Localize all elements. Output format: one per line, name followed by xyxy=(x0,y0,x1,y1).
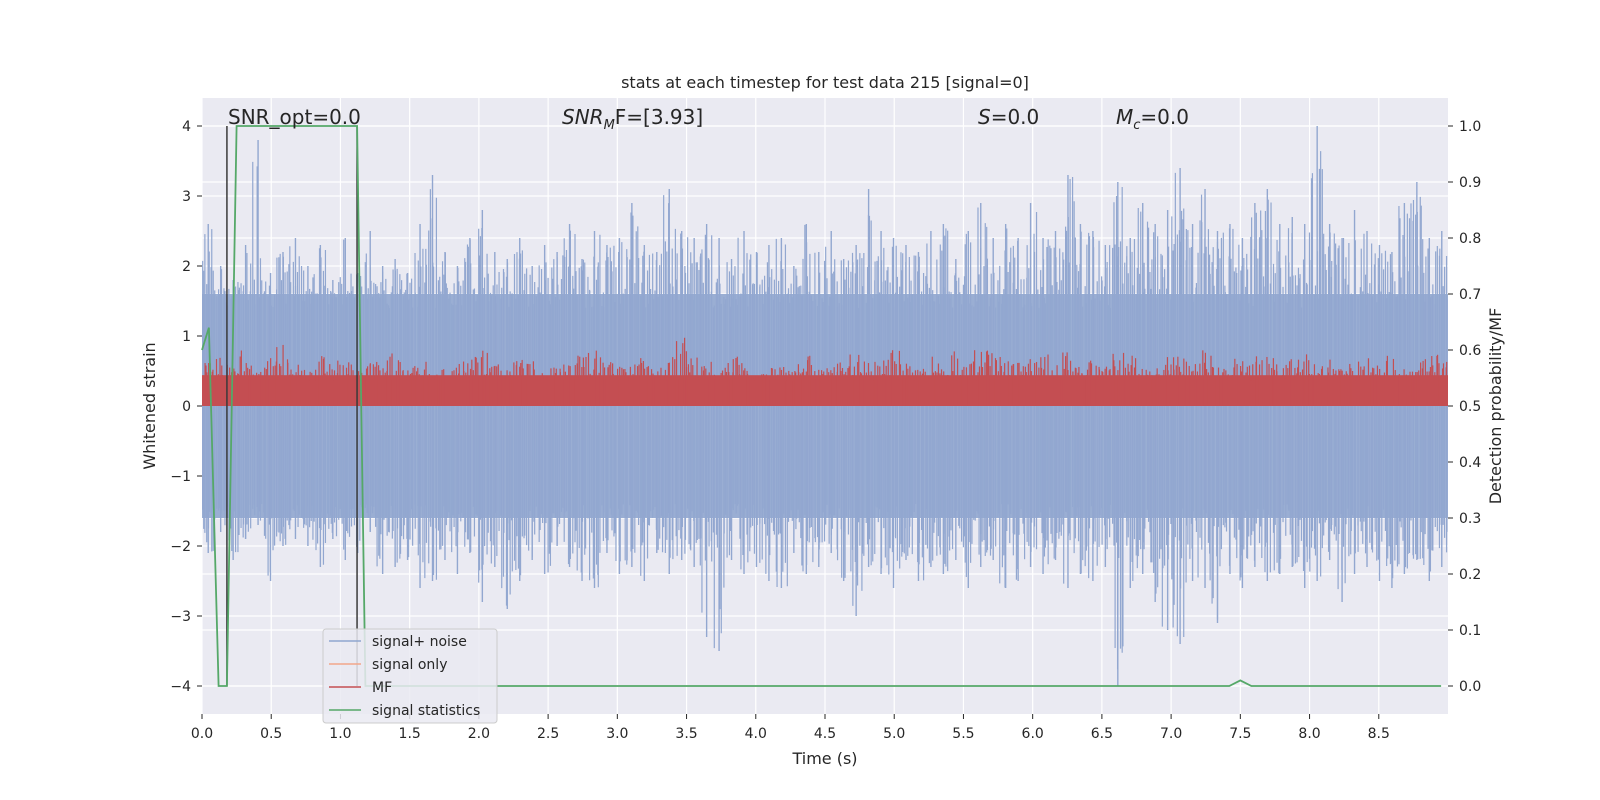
y2-tick-label: 1.0 xyxy=(1459,119,1481,135)
x-tick-label: 7.5 xyxy=(1229,726,1251,742)
y2-tick-label: 0.0 xyxy=(1459,679,1481,695)
y2-tick-label: 0.1 xyxy=(1459,623,1481,639)
x-tick-label: 6.5 xyxy=(1091,726,1113,742)
annotation-mc-rest: =0.0 xyxy=(1140,105,1189,129)
y-tick-label: 0 xyxy=(182,399,191,415)
y-tick-label: −1 xyxy=(170,469,191,485)
y-tick-label: 3 xyxy=(182,189,191,205)
x-tick-label: 3.5 xyxy=(675,726,697,742)
y2-tick-label: 0.4 xyxy=(1459,455,1481,471)
x-tick-label: 0.0 xyxy=(191,726,213,742)
x-tick-label: 2.0 xyxy=(468,726,490,742)
y-tick-label: −3 xyxy=(170,609,191,625)
y-tick-label: −4 xyxy=(170,679,191,695)
x-tick-label: 6.0 xyxy=(1022,726,1044,742)
y2-tick-label: 0.2 xyxy=(1459,567,1481,583)
x-tick-label: 0.5 xyxy=(260,726,282,742)
annotation-mc-main: M xyxy=(1116,105,1133,129)
x-tick-label: 5.0 xyxy=(883,726,905,742)
annotation-s-main: S xyxy=(978,105,991,129)
annotation-snr-mf: SNRMF=[3.93] xyxy=(562,105,703,133)
legend-label-signal-noise: signal+ noise xyxy=(372,634,467,650)
legend-label-signal-statistics: signal statistics xyxy=(372,703,480,719)
x-tick-label: 8.5 xyxy=(1368,726,1390,742)
signal-statistics-line xyxy=(201,125,1442,687)
x-tick-label: 2.5 xyxy=(537,726,559,742)
x-tick-label: 7.0 xyxy=(1160,726,1182,742)
annotation-s-rest: =0.0 xyxy=(991,105,1040,129)
mf-band-core xyxy=(202,375,1448,406)
chart-title: stats at each timestep for test data 215… xyxy=(621,73,1029,92)
annotation-s: S=0.0 xyxy=(978,105,1039,129)
legend-label-signal-only: signal only xyxy=(372,657,447,673)
x-tick-label: 1.0 xyxy=(329,726,351,742)
x-tick-label: 8.0 xyxy=(1298,726,1320,742)
x-axis-label: Time (s) xyxy=(791,749,857,768)
x-tick-label: 5.5 xyxy=(952,726,974,742)
y2-axis-label: Detection probability/MF xyxy=(1486,308,1505,505)
y2-tick-label: 0.9 xyxy=(1459,175,1481,191)
y-tick-label: 4 xyxy=(182,119,191,135)
y2-tick-label: 0.5 xyxy=(1459,399,1481,415)
axes: 0.0 0.5 1.0 1.5 2.0 2.5 3.0 3.5 4.0 4.5 5.0 5.5 6.0 6… xyxy=(170,119,1481,742)
series-layer xyxy=(201,125,1448,687)
annotation-snr-mf-sub: M xyxy=(604,118,615,133)
annotation-snr-mf-main: SNR xyxy=(562,105,604,129)
y-tick-label: 1 xyxy=(182,329,191,345)
y2-tick-label: 0.7 xyxy=(1459,287,1481,303)
x-tick-label: 3.0 xyxy=(606,726,628,742)
y-axis-label: Whitened strain xyxy=(140,342,159,469)
x-tick-label: 4.5 xyxy=(814,726,836,742)
legend-box xyxy=(322,628,498,724)
y2-tick-label: 0.6 xyxy=(1459,343,1481,359)
y2-tick-label: 0.3 xyxy=(1459,511,1481,527)
annotation-mc: Mc=0.0 xyxy=(1116,105,1189,133)
x-tick-label: 4.0 xyxy=(745,726,767,742)
annotation-mc-sub: c xyxy=(1133,118,1140,133)
y2-tick-label: 0.8 xyxy=(1459,231,1481,247)
annotation-snr-mf-rest: F=[3.93] xyxy=(615,105,703,129)
x-tick-label: 1.5 xyxy=(399,726,421,742)
y-tick-label: −2 xyxy=(170,539,191,555)
annotation-snr-opt: SNR_opt=0.0 xyxy=(228,105,361,129)
legend-label-mf: MF xyxy=(372,680,392,696)
legend: signal+ noise signal only MF signal stat… xyxy=(322,628,498,724)
y-tick-label: 2 xyxy=(182,259,191,275)
